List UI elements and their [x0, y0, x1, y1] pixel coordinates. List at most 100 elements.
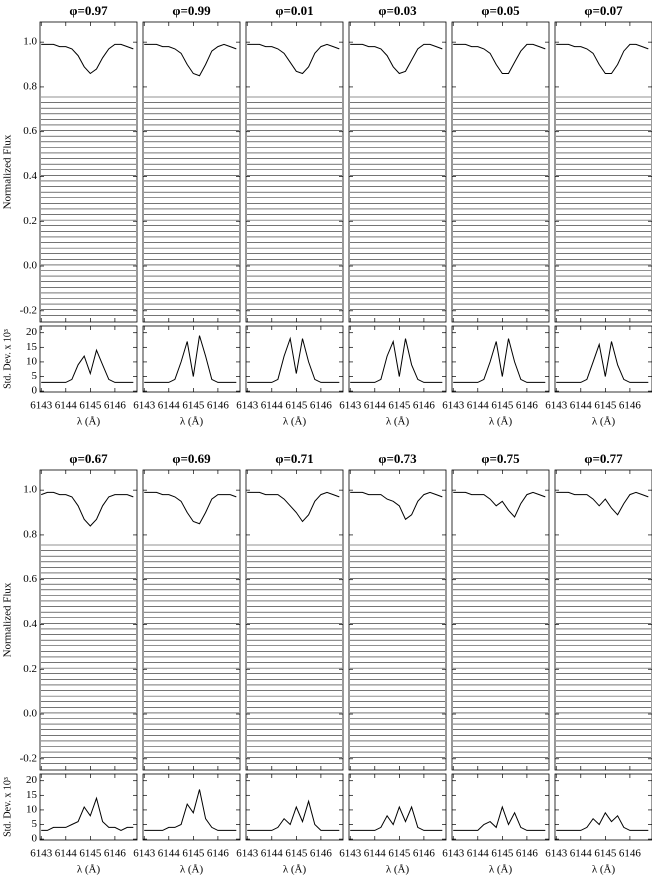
- x-tick-label: 6143: [236, 400, 259, 412]
- panel-frame: [554, 469, 652, 771]
- std-dev-curve: [41, 796, 134, 831]
- std-dev-curve: [144, 335, 237, 383]
- mean-profile: [247, 491, 340, 523]
- x-tick-label: 6143: [30, 400, 53, 412]
- mean-profile: [453, 43, 546, 74]
- x-tick-label: 6144: [570, 400, 593, 412]
- x-axis-label: λ (Å): [489, 864, 513, 876]
- std-frame: [554, 773, 652, 841]
- panel-title: φ=0.75: [481, 451, 520, 466]
- std-dev-curve: [556, 341, 649, 383]
- x-axis-label: λ (Å): [180, 416, 204, 428]
- std-dev-curve: [350, 805, 443, 831]
- mean-profile: [144, 491, 237, 525]
- y2-tick-label: 15: [26, 341, 38, 353]
- y2-tick-label: 10: [26, 803, 38, 815]
- panel-title: φ=0.67: [69, 451, 108, 466]
- std-frame: [39, 325, 138, 393]
- mean-profile: [453, 491, 546, 518]
- y-tick-label: 0.2: [23, 215, 37, 227]
- x-tick-label: 6145: [594, 848, 617, 860]
- x-tick-label: 6145: [285, 400, 308, 412]
- panel-frame: [245, 469, 344, 771]
- y-tick-label: 0.0: [23, 708, 37, 720]
- std-frame: [39, 773, 138, 841]
- y-tick-label: 0.8: [23, 80, 37, 92]
- mean-profile: [144, 43, 237, 77]
- x-tick-label: 6144: [158, 400, 181, 412]
- std-dev-curve: [556, 811, 649, 831]
- x-tick-label: 6145: [285, 848, 308, 860]
- std-dev-curve: [247, 799, 340, 831]
- x-tick-label: 6143: [133, 400, 156, 412]
- panel-frame: [554, 21, 652, 323]
- std-frame: [142, 325, 241, 393]
- x-tick-label: 6144: [467, 400, 490, 412]
- x-axis-label: λ (Å): [77, 416, 101, 428]
- std-frame: [348, 325, 447, 393]
- x-tick-label: 6144: [55, 400, 78, 412]
- y-tick-label: 0.8: [23, 528, 37, 540]
- x-tick-label: 6143: [339, 400, 362, 412]
- x-tick-label: 6146: [516, 400, 539, 412]
- y-tick-label: 0.4: [23, 170, 37, 182]
- mean-profile: [556, 43, 649, 74]
- std-dev-curve: [144, 789, 237, 831]
- x-tick-label: 6143: [442, 848, 465, 860]
- x-tick-label: 6146: [619, 400, 642, 412]
- x-tick-label: 6144: [364, 400, 387, 412]
- panel-frame: [142, 21, 241, 323]
- panel-frame: [142, 469, 241, 771]
- panel-frame: [245, 21, 344, 323]
- x-tick-label: 6143: [339, 848, 362, 860]
- x-tick-label: 6143: [545, 400, 568, 412]
- x-tick-label: 6144: [55, 848, 78, 860]
- mean-profile: [350, 491, 443, 521]
- x-tick-label: 6144: [570, 848, 593, 860]
- panel-title: φ=0.97: [69, 3, 108, 18]
- panel-title: φ=0.73: [378, 451, 417, 466]
- y-tick-label: 0.6: [23, 573, 37, 585]
- panel-title: φ=0.07: [584, 3, 623, 18]
- mean-profile: [41, 43, 134, 75]
- std-dev-curve: [453, 805, 546, 831]
- x-tick-label: 6146: [413, 848, 436, 860]
- mean-profile: [556, 491, 649, 516]
- y2-axis-label: Std. Dev. x 10³: [2, 329, 13, 389]
- x-tick-label: 6145: [594, 400, 617, 412]
- mean-profile: [41, 491, 134, 527]
- x-axis-label: λ (Å): [77, 864, 101, 876]
- y-tick-label: 0.0: [23, 260, 37, 272]
- x-tick-label: 6146: [104, 400, 127, 412]
- panel-frame: [348, 469, 447, 771]
- x-tick-label: 6146: [619, 848, 642, 860]
- y-tick-label: 1.0: [23, 484, 37, 496]
- x-tick-label: 6145: [388, 400, 411, 412]
- x-axis-label: λ (Å): [180, 864, 204, 876]
- mean-profile: [350, 43, 443, 75]
- panel-frame: [451, 469, 550, 771]
- x-tick-label: 6146: [207, 848, 230, 860]
- x-axis-label: λ (Å): [592, 416, 616, 428]
- std-frame: [245, 325, 344, 393]
- x-tick-label: 6146: [310, 848, 333, 860]
- panel-title: φ=0.99: [172, 3, 211, 18]
- y-tick-label: 0.4: [23, 618, 37, 630]
- y2-axis-label: Std. Dev. x 10³: [2, 777, 13, 837]
- std-frame: [554, 325, 652, 393]
- x-tick-label: 6144: [261, 848, 284, 860]
- x-tick-label: 6145: [388, 848, 411, 860]
- panel-title: φ=0.77: [584, 451, 623, 466]
- x-tick-label: 6146: [516, 848, 539, 860]
- x-tick-label: 6146: [207, 400, 230, 412]
- x-tick-label: 6145: [491, 400, 514, 412]
- x-axis-label: λ (Å): [283, 416, 307, 428]
- std-frame: [245, 773, 344, 841]
- panel-title: φ=0.01: [275, 3, 313, 18]
- panel-frame: [451, 21, 550, 323]
- y2-tick-label: 5: [32, 370, 38, 382]
- x-tick-label: 6145: [182, 848, 205, 860]
- y-axis-label: Normalized Flux: [2, 582, 14, 657]
- x-tick-label: 6146: [310, 400, 333, 412]
- panel-title: φ=0.71: [275, 451, 313, 466]
